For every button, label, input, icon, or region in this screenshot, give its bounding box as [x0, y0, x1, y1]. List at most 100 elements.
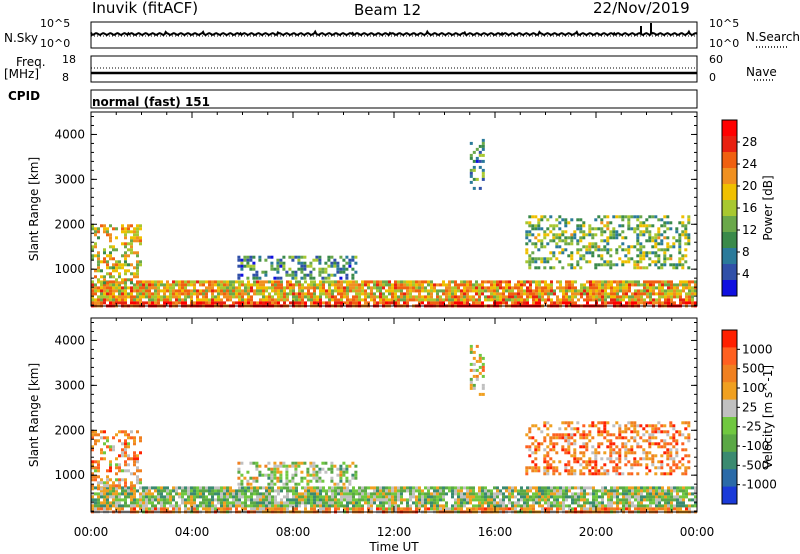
data-cell [442, 495, 445, 499]
data-cell [487, 489, 490, 493]
data-cell [598, 489, 601, 493]
data-cell [235, 289, 238, 293]
data-cell [570, 218, 574, 222]
data-cell [334, 286, 337, 290]
data-cell [403, 298, 406, 302]
data-cell [628, 489, 631, 493]
data-cell [597, 469, 601, 473]
cpid-value: normal (fast) 151 [92, 95, 210, 109]
data-cell [367, 486, 370, 490]
data-cell [534, 451, 538, 455]
data-cell [570, 254, 574, 258]
data-cell [639, 233, 643, 237]
data-cell [600, 430, 604, 434]
data-cell [322, 489, 325, 493]
data-cell [271, 501, 274, 505]
data-cell [598, 289, 601, 293]
data-cell [342, 264, 346, 268]
data-cell [349, 298, 352, 302]
data-cell [169, 501, 172, 505]
data-cell [103, 227, 106, 231]
data-cell [304, 292, 307, 296]
data-cell [211, 301, 214, 305]
data-cell [570, 263, 574, 267]
data-cell [570, 466, 574, 470]
data-cell [511, 298, 514, 302]
data-cell [226, 507, 229, 511]
data-cell [190, 486, 193, 490]
data-cell [567, 436, 571, 440]
data-cell [267, 255, 271, 259]
data-cell [442, 489, 445, 493]
data-cell [136, 233, 139, 237]
data-cell [640, 283, 643, 287]
data-cell [243, 264, 247, 268]
data-cell [112, 481, 115, 485]
data-cell [535, 501, 538, 505]
data-cell [688, 283, 691, 287]
data-cell [511, 507, 514, 511]
data-cell [406, 298, 409, 302]
data-cell [568, 301, 571, 305]
data-cell [607, 286, 610, 290]
data-cell [547, 295, 550, 299]
data-cell [591, 421, 595, 425]
data-cell [118, 281, 121, 285]
data-cell [327, 258, 331, 262]
data-cell [691, 280, 694, 284]
data-cell [600, 233, 604, 237]
data-cell [541, 292, 544, 296]
data-cell [325, 498, 328, 502]
data-cell [457, 486, 460, 490]
data-cell [271, 295, 274, 299]
data-cell [538, 504, 541, 508]
data-cell [580, 492, 583, 496]
data-cell [139, 501, 142, 505]
data-cell [573, 457, 577, 461]
data-cell [109, 295, 112, 299]
data-cell [238, 295, 241, 299]
data-cell [337, 507, 340, 511]
data-cell [370, 495, 373, 499]
data-cell [651, 460, 655, 464]
data-cell [193, 498, 196, 502]
data-cell [100, 501, 103, 505]
data-cell [276, 467, 280, 471]
data-cell [256, 495, 259, 499]
data-cell [531, 257, 535, 261]
data-cell [274, 501, 277, 505]
data-cell [133, 275, 136, 279]
data-cell [199, 292, 202, 296]
data-cell [537, 218, 541, 222]
nsky-frame [90, 21, 698, 49]
data-cell [103, 457, 106, 461]
data-cell [307, 295, 310, 299]
data-cell [247, 498, 250, 502]
data-cell [589, 501, 592, 505]
data-cell [124, 492, 127, 496]
data-cell [276, 270, 280, 274]
data-cell [304, 507, 307, 511]
data-cell [534, 215, 538, 219]
data-cell [561, 266, 565, 270]
data-cell [229, 501, 232, 505]
data-cell [208, 507, 211, 511]
data-cell [537, 448, 541, 452]
data-cell [337, 486, 340, 490]
data-cell [289, 283, 292, 287]
data-cell [460, 292, 463, 296]
data-cell [532, 295, 535, 299]
data-cell [520, 283, 523, 287]
data-cell [691, 286, 694, 290]
data-cell [609, 230, 613, 234]
panel-bg [91, 318, 697, 512]
data-cell [394, 498, 397, 502]
data-cell [262, 504, 265, 508]
data-cell [684, 466, 688, 470]
data-cell [666, 457, 670, 461]
data-cell [430, 295, 433, 299]
data-cell [582, 436, 586, 440]
data-cell [127, 263, 130, 267]
data-cell [582, 233, 586, 237]
data-cell [528, 254, 532, 258]
